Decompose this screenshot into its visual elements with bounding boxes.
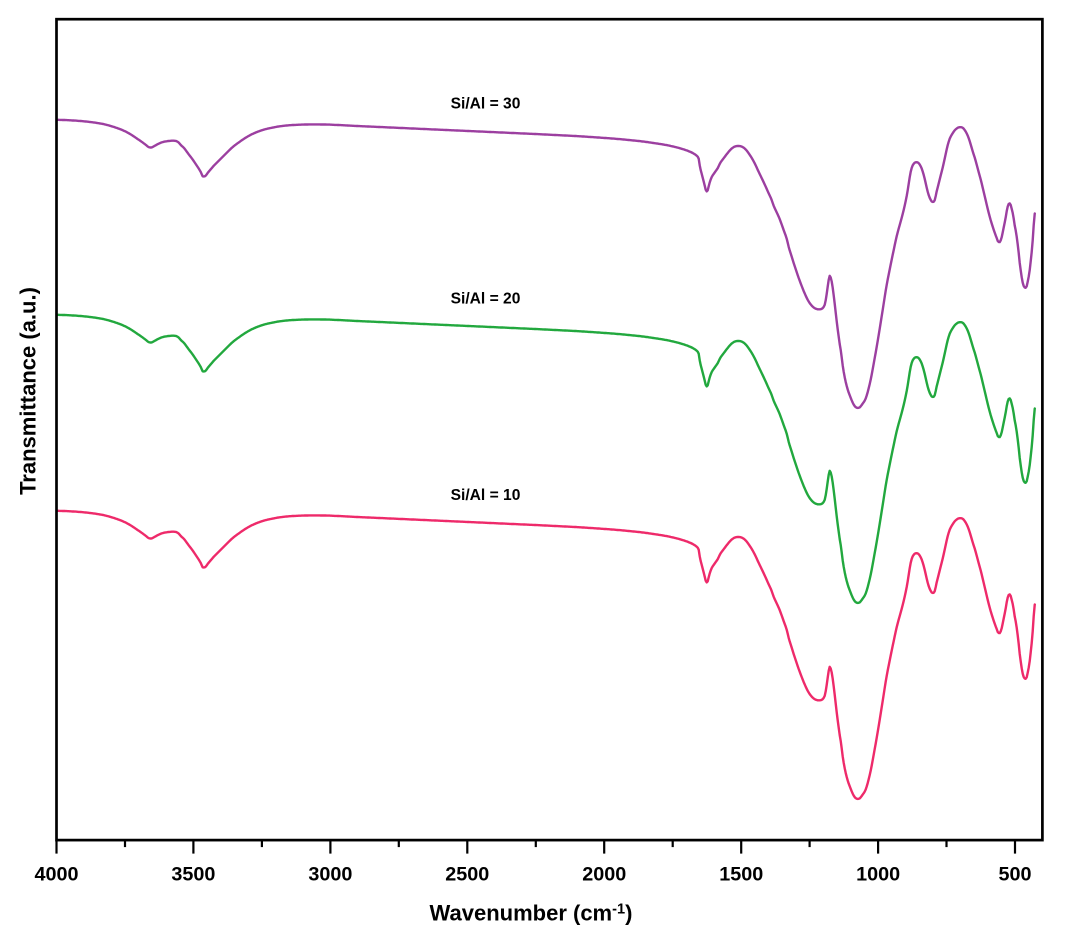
svg-text:4000: 4000 — [34, 864, 78, 886]
svg-text:2000: 2000 — [582, 864, 626, 886]
svg-text:500: 500 — [998, 864, 1031, 886]
svg-text:2500: 2500 — [445, 864, 489, 886]
svg-text:3000: 3000 — [308, 864, 352, 886]
svg-text:Si/Al = 10: Si/Al = 10 — [451, 487, 521, 504]
svg-text:Si/Al = 30: Si/Al = 30 — [451, 96, 521, 113]
svg-text:3500: 3500 — [171, 864, 215, 886]
svg-text:1000: 1000 — [856, 864, 900, 886]
svg-text:Si/Al = 20: Si/Al = 20 — [451, 291, 521, 308]
svg-text:Wavenumber (cm-1): Wavenumber (cm-1) — [430, 901, 633, 926]
svg-text:Transmittance (a.u.): Transmittance (a.u.) — [16, 287, 41, 495]
svg-text:1500: 1500 — [719, 864, 763, 886]
